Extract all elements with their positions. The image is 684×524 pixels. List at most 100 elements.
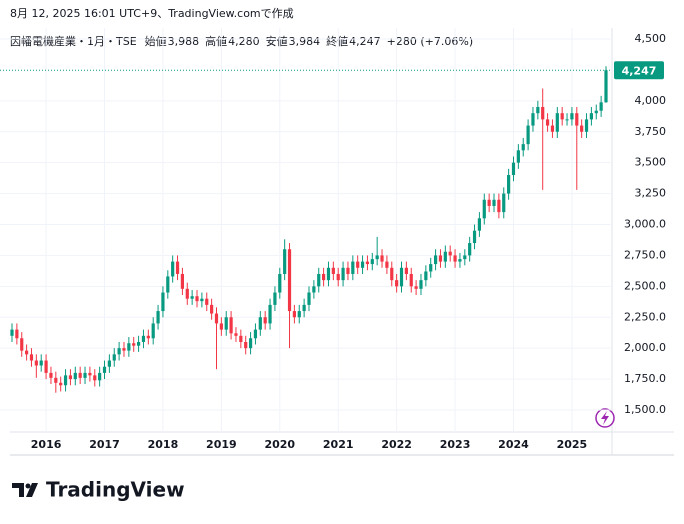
candle-body [214,313,219,324]
candle-body [429,264,433,272]
candle-body [229,317,233,334]
x-tick-label: 2016 [31,438,62,451]
candle-body [20,338,24,351]
candle-body [263,317,267,324]
candle-body [68,375,73,380]
candle-body [545,119,550,126]
created-note: 8月 12, 2025 16:01 UTC+9、TradingView.comで… [10,7,294,20]
candle-body [341,267,345,281]
ohlc-label: 高値 [205,34,227,48]
x-tick-label: 2021 [323,438,354,451]
y-tick-label: 1,750.0 [624,372,666,385]
candle-body [360,261,365,268]
candle-body [210,304,214,314]
candle-body [258,317,262,330]
candle-body [526,125,530,145]
candle-body [433,255,438,265]
candle-body [141,335,146,342]
candle-body [599,102,603,111]
candle-body [492,199,496,206]
candle-body [502,193,506,213]
candle-body [185,288,189,299]
candle-body [575,113,579,126]
ohlc-label: 安値 [266,34,288,48]
candle-body [239,335,243,342]
candle-body [117,348,121,355]
candle-body [253,329,258,339]
candle-body [112,354,116,361]
x-tick-label: 2023 [440,438,471,451]
candle-body [399,267,404,287]
candle-body [322,273,326,281]
candle-body [521,144,525,151]
y-tick-label: 2,250.0 [624,310,666,323]
lightning-icon[interactable] [595,408,615,428]
candle-body [34,360,38,366]
candle-body [107,360,111,367]
x-tick-label: 2020 [264,438,295,451]
candle-body [302,304,306,312]
candle-body [365,261,370,265]
y-tick-label: 2,500.0 [624,279,666,292]
x-tick-label: 2018 [148,438,179,451]
y-tick-label: 4,000 [635,94,667,107]
candle-body [287,249,292,312]
ohlc-value: 3,988 [168,35,200,48]
candle-body [560,113,564,120]
candle-body [29,354,34,361]
candle-body [59,382,63,386]
candle-body [580,125,584,132]
candle-body [356,261,360,268]
candle-body [385,261,389,268]
candle-body [136,341,141,346]
candle-body [472,230,477,244]
candle-body [312,286,316,293]
candle-body [317,273,321,287]
candle-body [424,271,428,281]
y-tick-label: 1,500.0 [624,403,666,416]
candle-body [336,273,340,281]
candle-body [161,292,165,312]
candle-body [283,249,287,274]
ohlc-value: 4,247 [349,35,381,48]
y-tick-label: 3,750 [635,125,667,138]
candle-body [419,280,423,289]
candle-body [511,162,516,176]
y-tick-label: 2,750.0 [624,248,666,261]
candle-body [292,311,296,318]
brand-logo[interactable]: TradingView [12,478,185,502]
candle-body [570,113,574,120]
candle-body [180,273,185,289]
candle-body [122,348,126,351]
candle-body [414,286,418,289]
candle-body [248,338,253,349]
candle-body [375,255,379,260]
x-tick-label: 2022 [381,438,412,451]
candle-body [390,267,394,281]
candle-body [88,372,92,376]
candle-body [507,175,511,194]
candle-body [39,360,43,366]
candle-body [205,298,209,305]
candle-body [468,243,472,256]
candle-body [331,267,335,274]
candle-body [395,280,399,287]
ohlc-value: 3,984 [289,35,321,48]
candle-body [448,251,452,256]
candle-body [171,261,175,277]
candle-body [278,273,282,293]
candle-body [565,119,569,121]
candle-body [487,199,491,206]
candle-body [550,125,555,132]
candle-body [536,107,540,114]
candle-body [156,311,160,324]
candle-body [370,259,374,265]
y-tick-label: 3,250 [635,187,667,200]
candle-body [307,292,311,305]
candle-body [15,329,19,339]
candle-body [195,296,199,302]
candle-body [589,113,593,120]
candle-body [78,372,82,378]
candle-body [175,261,180,274]
candle-body [404,267,408,274]
